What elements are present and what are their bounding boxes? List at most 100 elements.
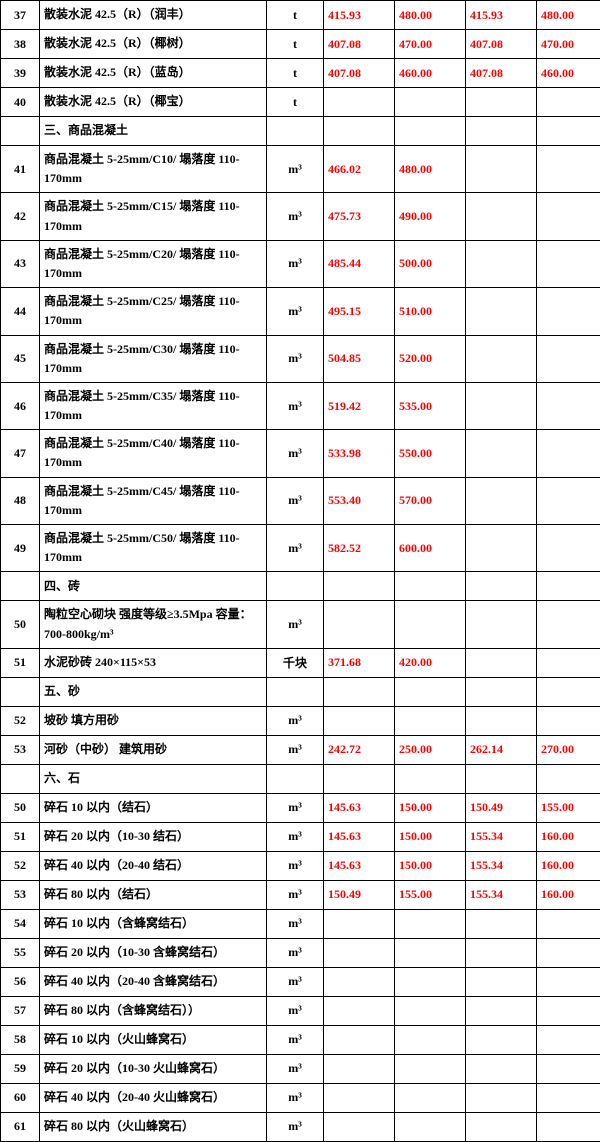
- price-value: 480.00: [537, 1, 600, 30]
- row-number: 42: [1, 193, 40, 240]
- row-number: 43: [1, 240, 40, 287]
- item-name: 碎石 10 以内（含蜂窝结石）: [40, 909, 267, 938]
- price-value: [466, 382, 537, 429]
- price-value: 407.08: [466, 30, 537, 59]
- price-value: 470.00: [395, 30, 466, 59]
- price-value: [395, 938, 466, 967]
- item-name: 碎石 40 以内（20-40 含蜂窝结石）: [40, 967, 267, 996]
- price-value: 504.85: [324, 335, 395, 382]
- row-number: 46: [1, 382, 40, 429]
- unit: m³: [267, 880, 324, 909]
- price-value: [466, 525, 537, 572]
- price-value: [324, 764, 395, 793]
- price-value: [395, 764, 466, 793]
- row-number: 47: [1, 430, 40, 477]
- price-value: [466, 909, 537, 938]
- price-value: [537, 1054, 600, 1083]
- row-number: 44: [1, 288, 40, 335]
- table-row: 57碎石 80 以内（含蜂窝结石））m³: [1, 996, 600, 1025]
- row-number: 53: [1, 735, 40, 764]
- price-value: [537, 1025, 600, 1054]
- price-value: [395, 1083, 466, 1112]
- price-value: 270.00: [537, 735, 600, 764]
- row-number: 59: [1, 1054, 40, 1083]
- table-row: 44商品混凝土 5-25mm/C25/ 塌落度 110-170mmm³495.1…: [1, 288, 600, 335]
- price-value: 460.00: [537, 59, 600, 88]
- price-value: [466, 967, 537, 996]
- item-name: 商品混凝土 5-25mm/C40/ 塌落度 110-170mm: [40, 430, 267, 477]
- unit: t: [267, 1, 324, 30]
- unit: m³: [267, 382, 324, 429]
- table-row: 47商品混凝土 5-25mm/C40/ 塌落度 110-170mmm³533.9…: [1, 430, 600, 477]
- price-value: [395, 677, 466, 706]
- price-value: 155.34: [466, 822, 537, 851]
- item-name: 四、砖: [40, 572, 267, 601]
- table-row: 53河砂（中砂） 建筑用砂m³242.72250.00262.14270.00: [1, 735, 600, 764]
- row-number: 50: [1, 601, 40, 648]
- table-row: 53碎石 80 以内（结石）m³150.49155.00155.34160.00: [1, 880, 600, 909]
- price-table: 37散装水泥 42.5（R）（润丰）t415.93480.00415.93480…: [0, 0, 600, 1142]
- table-row: 60碎石 40 以内（20-40 火山蜂窝石）m³: [1, 1083, 600, 1112]
- table-row: 58碎石 10 以内（火山蜂窝石）m³: [1, 1025, 600, 1054]
- price-value: [324, 117, 395, 146]
- unit: m³: [267, 1054, 324, 1083]
- price-value: 371.68: [324, 648, 395, 677]
- price-value: [537, 193, 600, 240]
- price-value: 250.00: [395, 735, 466, 764]
- price-value: 145.63: [324, 793, 395, 822]
- row-number: 50: [1, 793, 40, 822]
- item-name: 商品混凝土 5-25mm/C35/ 塌落度 110-170mm: [40, 382, 267, 429]
- table-row: 42商品混凝土 5-25mm/C15/ 塌落度 110-170mmm³475.7…: [1, 193, 600, 240]
- row-number: 52: [1, 851, 40, 880]
- price-value: [537, 764, 600, 793]
- row-number: 52: [1, 706, 40, 735]
- unit: m³: [267, 525, 324, 572]
- price-value: 150.00: [395, 793, 466, 822]
- price-value: [537, 572, 600, 601]
- table-row: 54碎石 10 以内（含蜂窝结石）m³: [1, 909, 600, 938]
- price-value: 600.00: [395, 525, 466, 572]
- table-row: 40散装水泥 42.5（R）（椰宝）t: [1, 88, 600, 117]
- price-value: [537, 996, 600, 1025]
- price-value: [324, 572, 395, 601]
- item-name: 散装水泥 42.5（R）（润丰）: [40, 1, 267, 30]
- price-value: 500.00: [395, 240, 466, 287]
- row-number: [1, 572, 40, 601]
- item-name: 碎石 80 以内（结石）: [40, 880, 267, 909]
- price-value: [324, 677, 395, 706]
- row-number: 56: [1, 967, 40, 996]
- item-name: 商品混凝土 5-25mm/C20/ 塌落度 110-170mm: [40, 240, 267, 287]
- price-value: [466, 335, 537, 382]
- item-name: 商品混凝土 5-25mm/C45/ 塌落度 110-170mm: [40, 477, 267, 524]
- item-name: 商品混凝土 5-25mm/C50/ 塌落度 110-170mm: [40, 525, 267, 572]
- unit: t: [267, 88, 324, 117]
- row-number: 58: [1, 1025, 40, 1054]
- table-row: 38散装水泥 42.5（R）（椰树）t407.08470.00407.08470…: [1, 30, 600, 59]
- price-value: [324, 909, 395, 938]
- row-number: [1, 764, 40, 793]
- row-number: 53: [1, 880, 40, 909]
- table-row: 四、砖: [1, 572, 600, 601]
- table-row: 52坡砂 填方用砂m³: [1, 706, 600, 735]
- row-number: 61: [1, 1112, 40, 1141]
- price-value: 519.42: [324, 382, 395, 429]
- unit: m³: [267, 938, 324, 967]
- price-value: 420.00: [395, 648, 466, 677]
- price-value: [537, 1083, 600, 1112]
- item-name: 水泥砂砖 240×115×53: [40, 648, 267, 677]
- unit: m³: [267, 851, 324, 880]
- table-row: 49商品混凝土 5-25mm/C50/ 塌落度 110-170mmm³582.5…: [1, 525, 600, 572]
- table-row: 46商品混凝土 5-25mm/C35/ 塌落度 110-170mmm³519.4…: [1, 382, 600, 429]
- price-value: 242.72: [324, 735, 395, 764]
- unit: 千块: [267, 648, 324, 677]
- price-value: [324, 1025, 395, 1054]
- price-value: [395, 706, 466, 735]
- price-value: 570.00: [395, 477, 466, 524]
- price-value: [395, 601, 466, 648]
- price-value: 480.00: [395, 146, 466, 193]
- table-row: 51碎石 20 以内（10-30 结石）m³145.63150.00155.34…: [1, 822, 600, 851]
- unit: m³: [267, 288, 324, 335]
- item-name: 碎石 80 以内（火山蜂窝石）: [40, 1112, 267, 1141]
- price-value: [466, 240, 537, 287]
- price-value: 150.49: [324, 880, 395, 909]
